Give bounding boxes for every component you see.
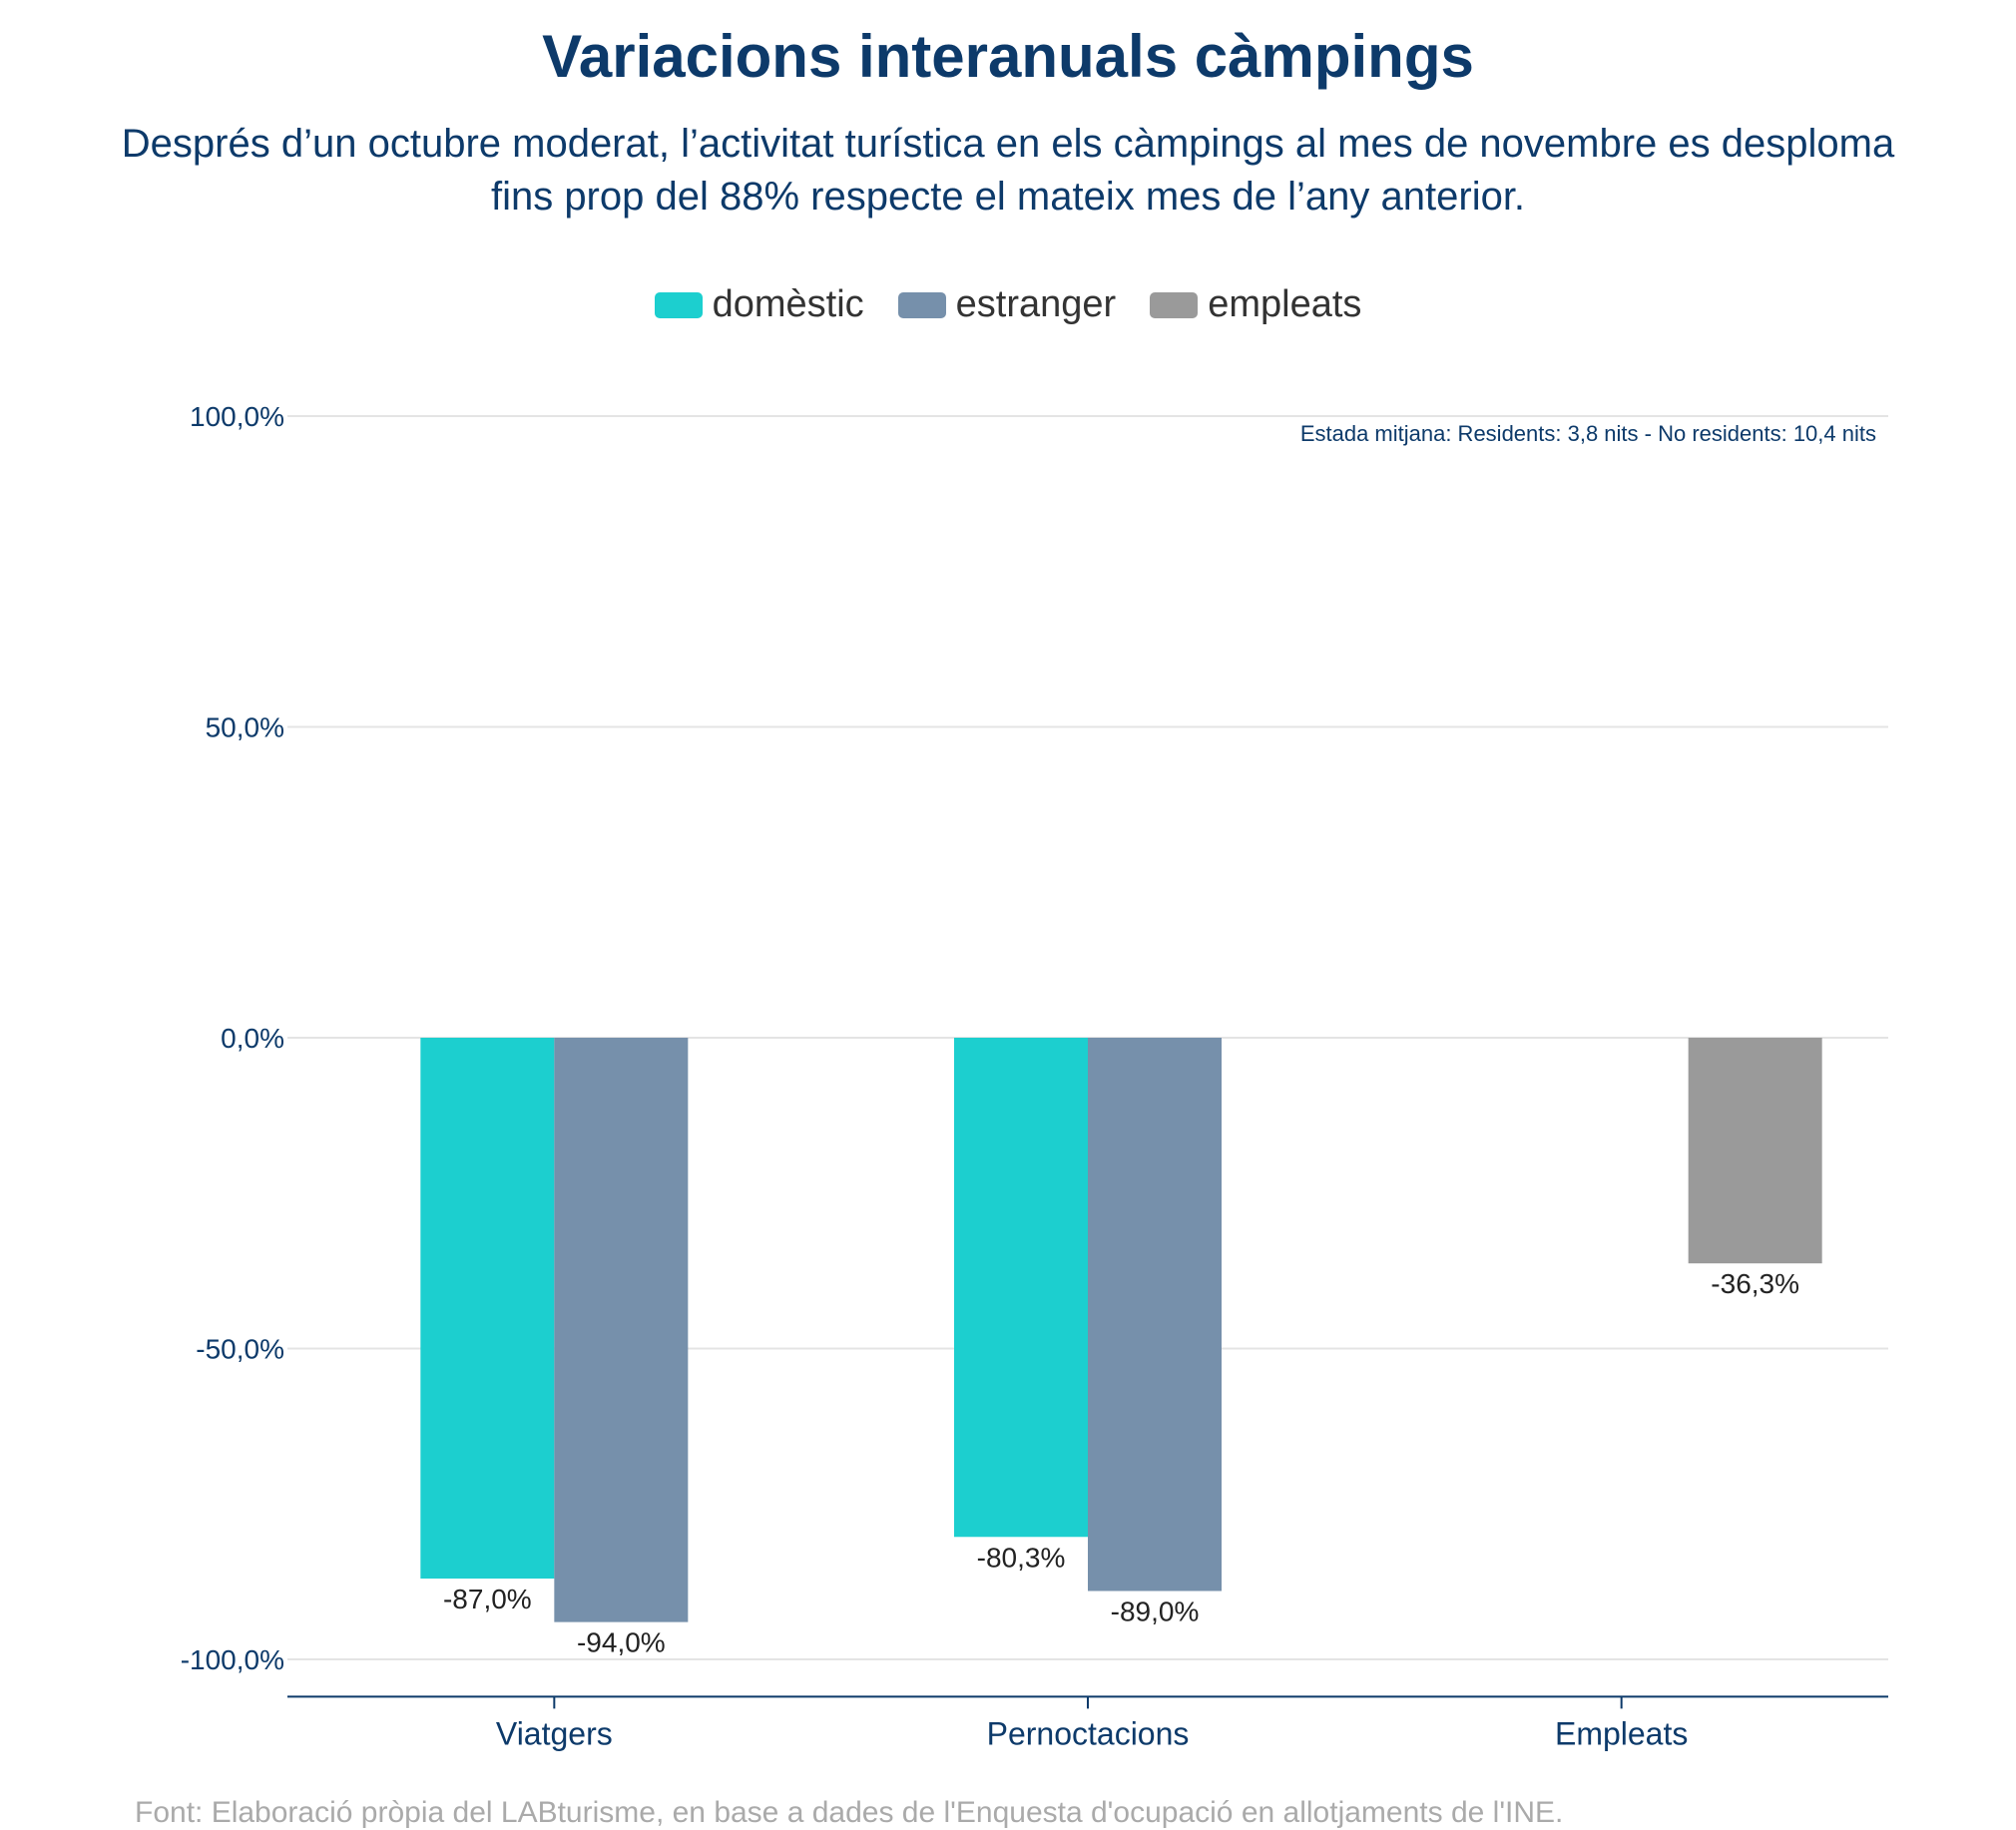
x-tick-label: Empleats [1555,1715,1688,1751]
chart-legend: domèstic estranger empleats [0,283,2016,326]
y-tick-label: -50,0% [196,1334,284,1365]
x-tick-label: Viatgers [496,1715,613,1751]
legend-label-estranger: estranger [955,283,1117,325]
y-tick-label: -100,0% [181,1644,284,1675]
bar-estranger [554,1038,689,1622]
legend-label-empleats: empleats [1208,283,1362,325]
x-tick-label: Pernoctacions [987,1715,1190,1751]
legend-swatch-estranger [897,291,946,318]
stay-annotation: Estada mitjana: Residents: 3,8 nits - No… [1300,421,1876,446]
y-tick-label: 100,0% [190,401,284,432]
legend-swatch-domestic [654,291,703,318]
legend-item-estranger[interactable]: estranger [897,283,1117,326]
legend-item-domestic[interactable]: domèstic [654,283,864,326]
bar-domstic [954,1038,1088,1538]
data-label: -94,0% [577,1627,666,1658]
source-note: Font: Elaboració pròpia del LABturisme, … [135,1796,1564,1829]
bar-empleats [1688,1038,1822,1264]
data-label: -80,3% [977,1542,1066,1573]
bar-estranger [1088,1038,1222,1592]
chart-subtitle: Després d’un octubre moderat, l’activita… [121,122,1895,219]
legend-label-domestic: domèstic [712,283,864,325]
chart-title: Variacions interanuals càmpings [542,23,1474,90]
data-label: -89,0% [1111,1596,1200,1626]
y-tick-label: 0,0% [221,1023,284,1054]
y-tick-label: 50,0% [206,712,284,743]
legend-swatch-empleats [1150,291,1199,318]
bar-domstic [420,1038,555,1580]
legend-item-empleats[interactable]: empleats [1150,283,1361,326]
data-label: -36,3% [1711,1268,1799,1299]
data-label: -87,0% [443,1584,532,1614]
